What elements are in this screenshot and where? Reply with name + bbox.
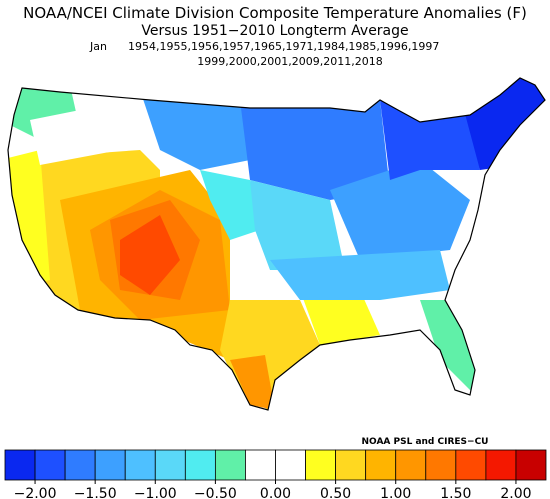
- title: NOAA/NCEI Climate Division Composite Tem…: [23, 4, 527, 22]
- colorbar-box: [365, 449, 397, 481]
- month: Jan: [89, 40, 107, 53]
- colorbar-box: [485, 449, 517, 481]
- colorbar-box: [245, 449, 276, 481]
- colorbar-box: [4, 449, 36, 481]
- years: 1954,1955,1956,1957,1965,1971,1984,1985,…: [128, 40, 439, 53]
- colorbar-box: [154, 449, 186, 481]
- colorbar-box: [455, 449, 487, 481]
- colorbar-box: [214, 449, 246, 481]
- subtitle: Versus 1951−2010 Longterm Average: [141, 23, 408, 39]
- us-map: [8, 78, 545, 410]
- credit: NOAA PSL and CIRES−CU: [362, 437, 489, 447]
- colorbar-tick-label: −2.00: [14, 486, 57, 499]
- colorbar-box: [335, 449, 367, 481]
- colorbar-tick-label: 2.00: [500, 486, 531, 499]
- colorbar-box: [275, 449, 306, 481]
- colorbar-box: [124, 449, 156, 481]
- colorbar-tick-label: 1.00: [380, 486, 411, 499]
- colorbar-box: [94, 449, 126, 481]
- colorbar-tick-label: −0.50: [194, 486, 237, 499]
- colorbar-box: [515, 449, 547, 481]
- colorbar-tick-label: 1.50: [440, 486, 471, 499]
- colorbar-box: [34, 449, 66, 481]
- colorbar-tick-label: 0.50: [320, 486, 351, 499]
- colorbar-box: [425, 449, 457, 481]
- colorbar-box: [395, 449, 427, 481]
- colorbar-box: [184, 449, 216, 481]
- years: 1999,2000,2001,2009,2011,2018: [197, 55, 382, 68]
- colorbar-tick-label: −1.00: [134, 486, 177, 499]
- colorbar-tick-label: −1.50: [74, 486, 117, 499]
- colorbar-box: [305, 449, 337, 481]
- colorbar-tick-label: 0.00: [260, 486, 291, 499]
- colorbar-box: [64, 449, 96, 481]
- us-outline: [7, 77, 546, 411]
